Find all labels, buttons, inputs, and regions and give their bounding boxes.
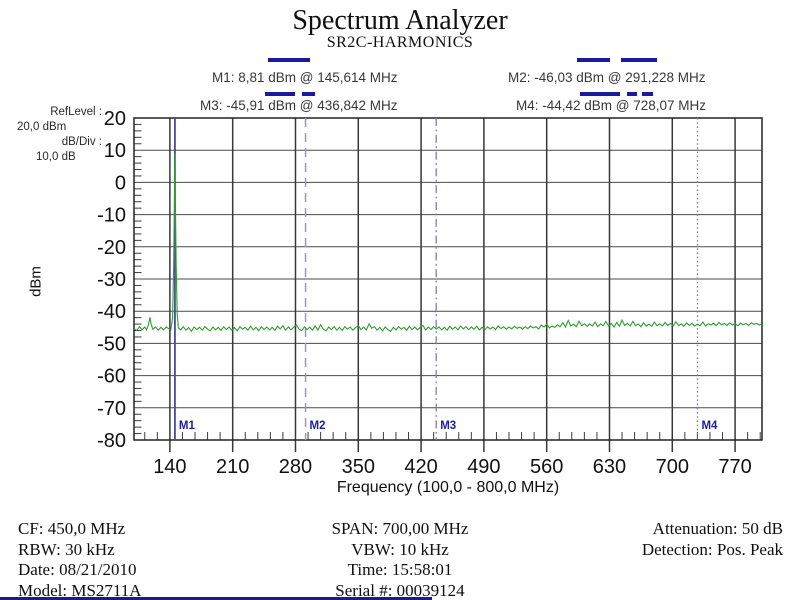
marker3-readout: M3: -45,91 dBm @ 436,842 MHz [200, 98, 398, 113]
y-tick-label: 10 [104, 140, 126, 162]
x-tick-label: 280 [279, 456, 312, 478]
ref-level-label: RefLevel : [50, 106, 102, 118]
marker4-style-sample [642, 92, 653, 96]
marker2-readout: M2: -46,03 dBm @ 291,228 MHz [508, 70, 706, 85]
x-tick-label: 700 [656, 456, 689, 478]
x-tick-label: 560 [530, 456, 563, 478]
footer-time: Time: 15:58:01 [347, 560, 453, 579]
footer-cf: CF: 450,0 MHz [18, 519, 126, 538]
y-tick-label: 20 [104, 108, 126, 130]
footer-span: SPAN: 700,00 MHz [331, 519, 469, 538]
db-per-div-label: dB/Div : [61, 136, 102, 148]
y-tick-label: -20 [97, 237, 126, 259]
y-tick-label: -10 [97, 205, 126, 227]
y-tick-label: -80 [97, 430, 126, 452]
y-tick-label: 0 [115, 172, 126, 194]
footer-model: Model: MS2711A [18, 581, 142, 600]
x-tick-label: 140 [153, 456, 186, 478]
y-tick-label: -30 [97, 269, 126, 291]
plot-border [133, 117, 763, 441]
marker2-style-sample [621, 58, 657, 62]
marker-flag-m2: M2 [310, 420, 326, 432]
y-tick-label: -70 [97, 398, 126, 420]
marker2-style-sample [577, 58, 610, 62]
ref-level-value: 20,0 dBm [17, 121, 67, 133]
marker-flag-m1: M1 [179, 420, 196, 432]
y-tick-label: -50 [97, 333, 126, 355]
db-per-div-value: 10,0 dB [36, 151, 76, 163]
x-tick-label: 770 [718, 456, 751, 478]
x-tick-label: 420 [404, 456, 437, 478]
marker4-style-sample [580, 92, 620, 96]
trace-line [133, 153, 763, 333]
marker4-readout: M4: -44,42 dBm @ 728,07 MHz [516, 98, 707, 113]
marker4-style-sample [627, 92, 637, 96]
footer-serial: Serial #: 00039124 [335, 581, 465, 600]
marker3-style-sample [265, 92, 295, 96]
x-tick-label: 630 [593, 456, 626, 478]
x-tick-label: 350 [342, 456, 375, 478]
x-axis-title: Frequency (100,0 - 800,0 MHz) [336, 479, 560, 496]
marker1-readout: M1: 8,81 dBm @ 145,614 MHz [212, 70, 398, 85]
page-subtitle: SR2C-HARMONICS [326, 34, 474, 51]
page-title: Spectrum Analyzer [292, 5, 508, 36]
x-tick-label: 210 [216, 456, 249, 478]
footer-date: Date: 08/21/2010 [18, 560, 137, 579]
footer-attenuation: Attenuation: 50 dB [652, 519, 783, 538]
bottom-divider [0, 597, 432, 600]
y-tick-label: -60 [97, 366, 126, 388]
marker-flag-m3: M3 [440, 420, 456, 432]
marker3-style-sample [302, 92, 315, 96]
footer-vbw: VBW: 10 kHz [351, 540, 449, 559]
marker1-style-sample [268, 58, 310, 62]
footer-detection: Detection: Pos. Peak [641, 540, 783, 559]
x-tick-label: 490 [467, 456, 500, 478]
marker-flag-m4: M4 [701, 420, 718, 432]
footer-rbw: RBW: 30 kHz [18, 540, 115, 559]
y-tick-label: -40 [97, 301, 126, 323]
